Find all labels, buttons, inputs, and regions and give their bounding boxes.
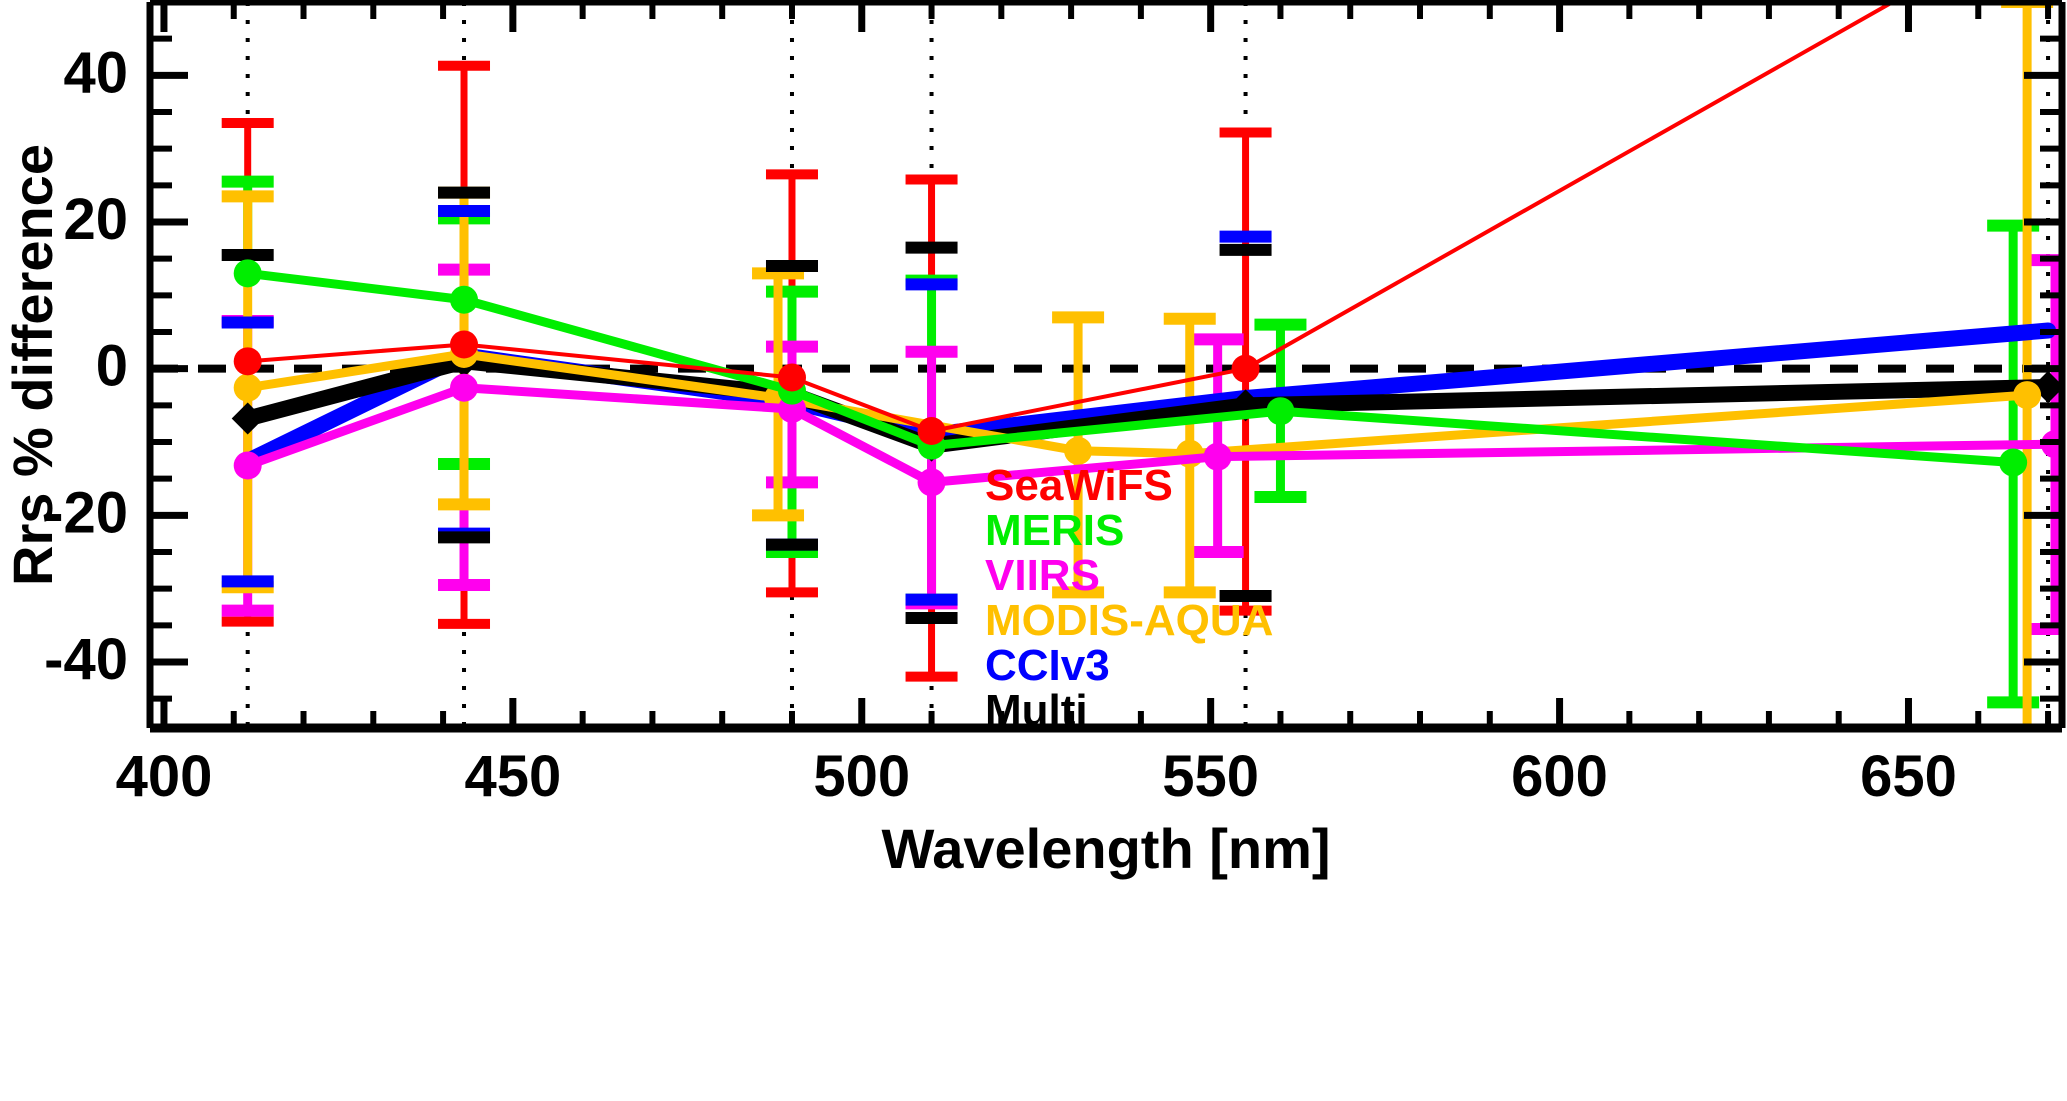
marker-modis-aqua-412 [233, 373, 262, 402]
x-tick-label-550: 550 [1162, 744, 1259, 809]
legend-item-modis-aqua: MODIS-AQUA [985, 596, 1273, 645]
line-meris [243, 268, 2018, 468]
marker-meris-412 [233, 259, 262, 288]
marker-seawifs-490 [777, 363, 806, 392]
marker-seawifs-412 [233, 347, 262, 376]
y-tick-label--20: -20 [44, 480, 128, 545]
x-tick-label-600: 600 [1511, 744, 1608, 809]
marker-seawifs-510 [917, 417, 946, 445]
y-tick-label-40: 40 [63, 40, 128, 105]
legend-item-cciv3: CCIv3 [985, 641, 1110, 690]
legend-item-viirs: VIIRS [985, 551, 1100, 600]
y-tick-label--40: -40 [44, 627, 128, 692]
marker-modis-aqua-667 [2013, 381, 2042, 410]
y-axis-title: Rrs % difference [1, 144, 64, 586]
marker-multi-670 [2032, 371, 2062, 403]
marker-viirs-510 [917, 468, 946, 497]
marker-modis-aqua-531 [1064, 436, 1093, 465]
y-tick-label-0: 0 [96, 334, 128, 399]
series-layer [221, 2, 2062, 728]
line-seawifs [245, 2, 1897, 433]
marker-viirs-551 [1203, 442, 1232, 471]
marker-multi-412 [231, 402, 264, 435]
x-tick-label-500: 500 [813, 744, 910, 809]
marker-seawifs-555 [1231, 354, 1260, 383]
legend-item-multi: Multi [985, 686, 1088, 735]
marker-meris-560 [1266, 397, 1295, 426]
x-axis-title: Wavelength [nm] [881, 817, 1330, 880]
marker-viirs-443 [450, 373, 479, 402]
marker-meris-443 [450, 285, 479, 314]
marker-meris-665 [1999, 448, 2028, 477]
x-tick-label-400: 400 [116, 744, 213, 809]
legend-item-meris: MERIS [985, 506, 1124, 555]
x-tick-label-650: 650 [1860, 744, 1957, 809]
x-tick-label-450: 450 [464, 744, 561, 809]
y-tick-label-20: 20 [63, 187, 128, 252]
marker-seawifs-443 [450, 330, 479, 359]
legend-item-seawifs: SeaWiFS [985, 461, 1173, 510]
marker-viirs-412 [233, 451, 262, 480]
line-viirs [243, 383, 2060, 487]
